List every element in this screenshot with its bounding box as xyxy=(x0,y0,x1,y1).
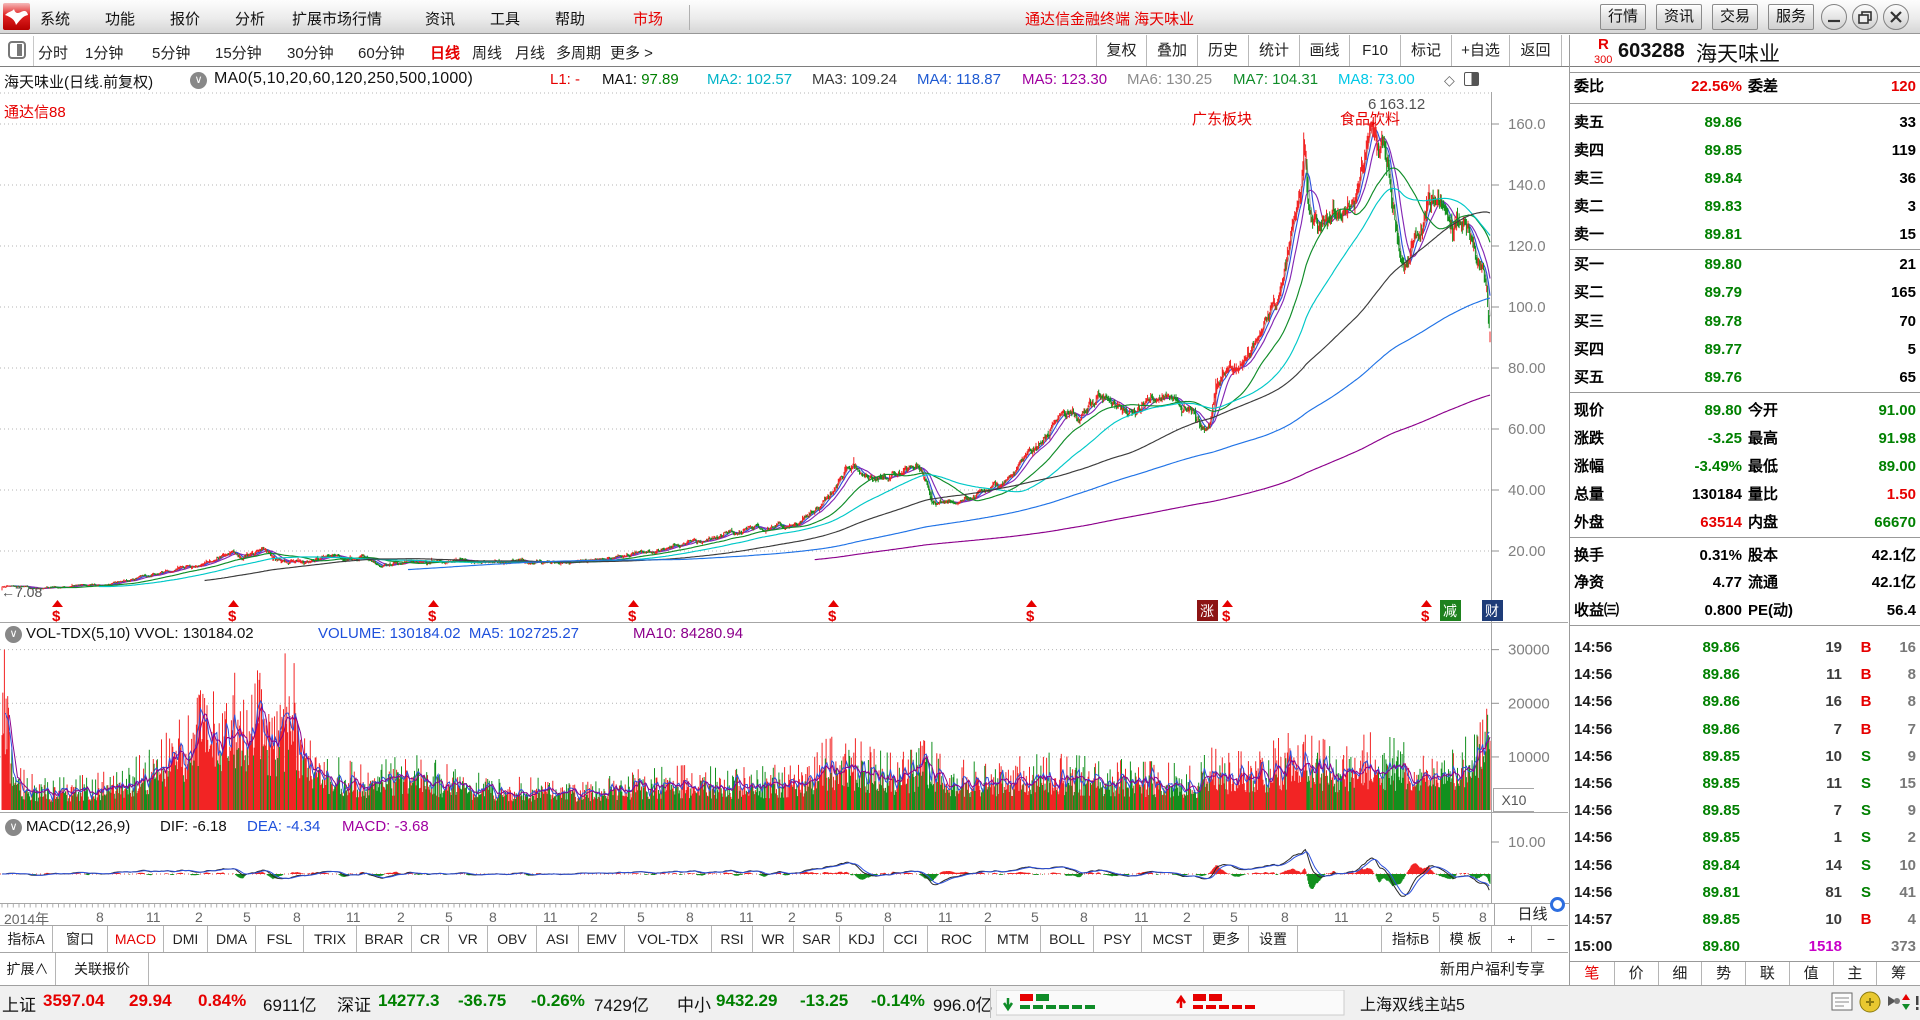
svg-text:40.00: 40.00 xyxy=(1508,482,1546,499)
svg-text:10.00: 10.00 xyxy=(1508,834,1546,851)
svg-text:涨: 涨 xyxy=(1200,603,1214,619)
svg-text:$: $ xyxy=(1222,608,1231,625)
svg-text:$: $ xyxy=(828,608,837,625)
svg-text:$: $ xyxy=(1026,608,1035,625)
svg-text:30000: 30000 xyxy=(1508,642,1550,659)
svg-text:20000: 20000 xyxy=(1508,695,1550,712)
svg-text:$: $ xyxy=(52,608,61,625)
svg-text:$: $ xyxy=(628,608,637,625)
svg-text:$: $ xyxy=(428,608,437,625)
svg-text:160.0: 160.0 xyxy=(1508,116,1546,133)
svg-text:60.00: 60.00 xyxy=(1508,421,1546,438)
svg-text:财: 财 xyxy=(1485,603,1499,619)
svg-text:$: $ xyxy=(228,608,237,625)
svg-text:120.0: 120.0 xyxy=(1508,238,1546,255)
svg-text:$: $ xyxy=(1421,608,1430,625)
svg-text:减: 减 xyxy=(1443,603,1457,619)
svg-text:20.00: 20.00 xyxy=(1508,543,1546,560)
svg-text:140.0: 140.0 xyxy=(1508,177,1546,194)
svg-text:100.0: 100.0 xyxy=(1508,299,1546,316)
svg-text:80.00: 80.00 xyxy=(1508,360,1546,377)
svg-text:10000: 10000 xyxy=(1508,749,1550,766)
